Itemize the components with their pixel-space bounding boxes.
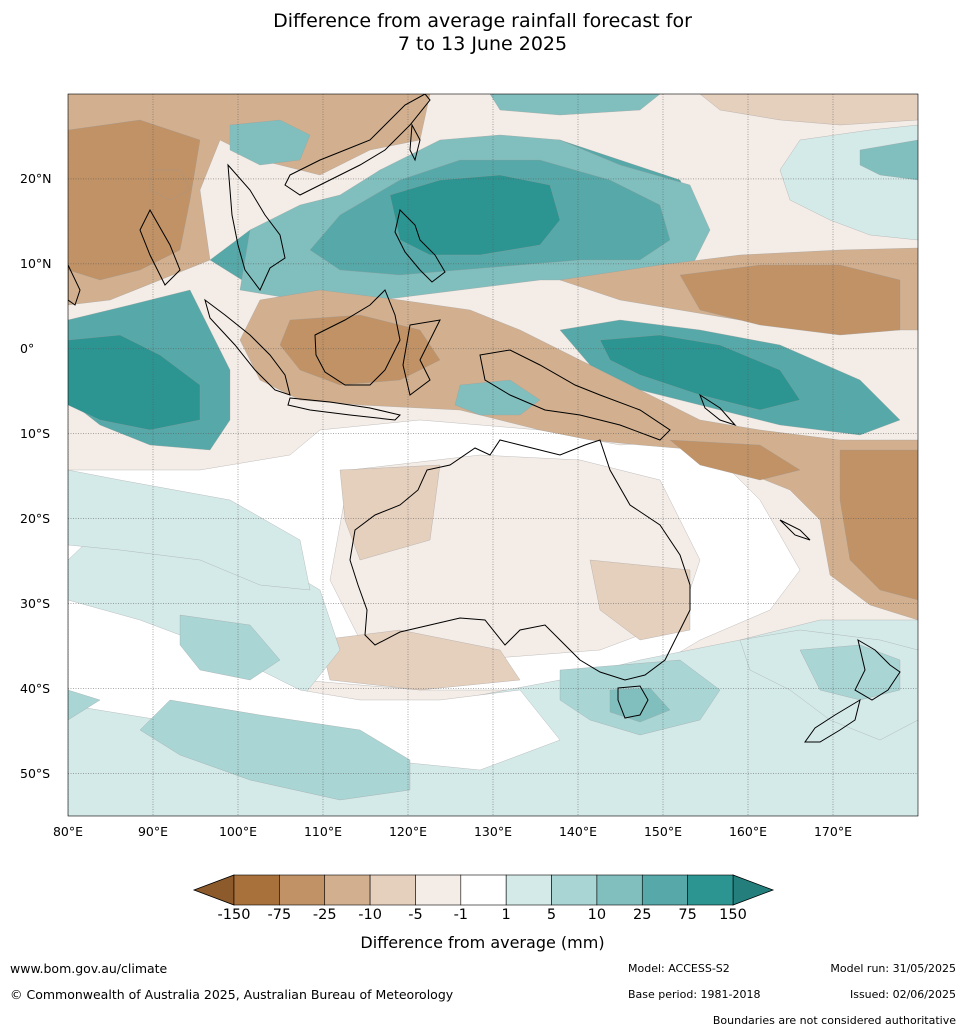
coastline [698,393,737,427]
anomaly-region [319,629,521,691]
coastline [617,685,649,719]
longitude-label: 90°E [137,824,169,839]
anomaly-region [389,174,561,256]
model-text: Model: ACCESS-S2 [628,962,730,975]
anomaly-regions [68,94,918,816]
colorbar-swatch [687,874,734,906]
colorbar-tick-label: 1 [501,907,511,923]
coastline [68,264,81,306]
disclaimer-text: Boundaries are not considered authoritat… [712,1014,956,1027]
anomaly-region [839,449,918,601]
colorbar-tick-label: -1 [453,907,469,923]
colorbar-swatch [596,874,643,906]
coastline [314,289,401,386]
coastline [804,698,861,743]
coastline [394,209,446,283]
latitude-label: 40°S [20,680,51,696]
colorbar-swatch [551,874,598,906]
coastline [349,439,691,681]
longitude-label: 100°E [218,824,257,839]
anomaly-region [229,119,311,166]
anomaly-region [679,264,901,336]
colorbar-tick-label: -25 [312,907,337,923]
colorbar-swatch [415,874,462,906]
issued-text: Issued: 02/06/2025 [849,988,956,1001]
colorbar-swatch [641,874,688,906]
anomaly-region [68,689,101,721]
anomaly-region [589,559,691,641]
colorbar-title: Difference from average (mm) [360,933,605,952]
model-run-text: Model run: 31/05/2025 [830,962,956,975]
colorbar-swatch [460,874,507,906]
colorbar-tick-label: 150 [719,907,747,923]
anomaly-region [609,687,671,723]
anomaly-region [179,614,281,681]
anomaly-region [669,439,801,481]
map-title: Difference from average rainfall forecas… [0,10,965,56]
colorbar-tick-label: -10 [358,907,382,923]
coastline [479,349,671,441]
anomaly-region [699,94,918,126]
latitude-label: 20°S [20,510,51,526]
longitude-label: 110°E [303,824,342,839]
anomaly-region [599,334,801,411]
map-title-line-1: Difference from average rainfall forecas… [273,10,692,32]
longitude-label: 80°E [52,824,84,839]
coastline [402,319,441,396]
coastline [139,208,181,286]
map-gridlines [68,94,918,816]
coastline [284,94,431,196]
coastline [779,519,811,541]
colorbar-extend-low [192,874,235,906]
base-period-text: Base period: 1981-2018 [628,988,761,1001]
colorbar-extend-high [732,874,775,906]
colorbar-swatch [324,874,371,906]
latitude-label: 20°N [20,170,52,186]
coastline [287,397,401,421]
anomaly-region [859,139,918,181]
coastlines [68,94,901,743]
anomaly-region [339,464,441,561]
colorbar-swatch [279,874,326,906]
latitude-label: 10°S [20,425,51,441]
longitude-label: 170°E [813,824,852,839]
website-link[interactable]: www.bom.gov.au/climate [10,961,168,976]
latitude-label: 30°S [20,595,51,611]
anomaly-region [68,469,311,591]
latitude-label: 50°S [20,765,51,781]
colorbar-swatch [505,874,552,906]
longitude-label: 140°E [558,824,597,839]
colorbar-tick-label: -5 [408,907,423,923]
colorbar-tick-label: 25 [633,907,652,923]
anomaly-region [139,699,411,801]
coastline [854,638,901,701]
latitude-label: 10°N [20,255,52,271]
longitude-label: 120°E [388,824,427,839]
colorbar [192,874,775,906]
anomaly-region [149,169,191,201]
anomaly-region [799,644,901,701]
colorbar-tick-label: 5 [546,907,557,923]
coastline [409,123,421,162]
anomaly-region [68,334,201,431]
map-area [68,94,918,816]
coastline [227,163,286,291]
colorbar-tick-label: 75 [678,907,697,923]
colorbar-tick-label: 10 [587,907,607,923]
coastline [204,298,291,396]
map-title-line-2: 7 to 13 June 2025 [397,33,568,55]
colorbar-tick-label: -150 [217,907,251,923]
longitude-label: 130°E [473,824,512,839]
colorbar-swatch [233,874,280,906]
latitude-label: 0° [20,340,35,356]
anomaly-region [454,379,541,416]
anomaly-region [489,94,661,116]
map-frame [67,93,919,817]
longitude-label: 160°E [728,824,767,839]
colorbar-swatch [369,874,416,906]
colorbar-tick-label: -75 [267,907,292,923]
longitude-label: 150°E [643,824,682,839]
copyright-text: © Commonwealth of Australia 2025, Austra… [10,987,454,1002]
